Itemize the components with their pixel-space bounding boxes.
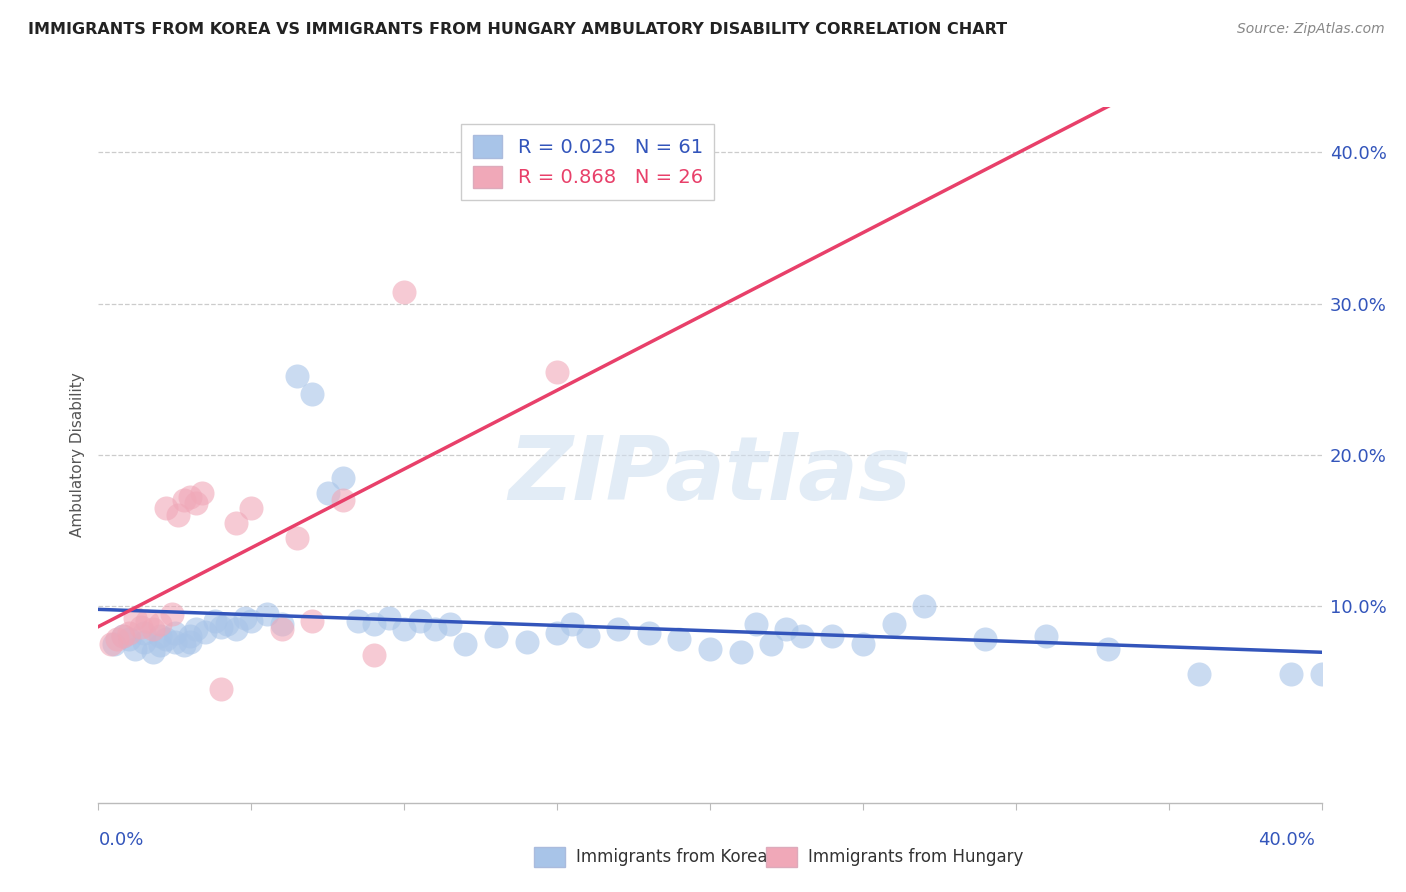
Point <box>118 626 141 640</box>
Point <box>423 622 446 636</box>
Point <box>191 485 214 500</box>
Point <box>179 635 201 649</box>
Point <box>347 615 370 629</box>
Point <box>173 493 195 508</box>
Point <box>256 607 278 621</box>
Point <box>160 607 183 621</box>
Point <box>100 637 122 651</box>
Legend: R = 0.025   N = 61, R = 0.868   N = 26: R = 0.025 N = 61, R = 0.868 N = 26 <box>461 124 714 200</box>
Point <box>561 617 583 632</box>
Point <box>301 615 323 629</box>
Point <box>149 617 172 632</box>
Point <box>105 632 128 647</box>
Point <box>209 682 232 697</box>
Point <box>285 369 308 384</box>
Point <box>118 632 141 647</box>
Text: 0.0%: 0.0% <box>98 831 143 849</box>
Point <box>155 632 177 647</box>
Point <box>485 629 508 643</box>
Point <box>730 644 752 658</box>
Text: IMMIGRANTS FROM KOREA VS IMMIGRANTS FROM HUNGARY AMBULATORY DISABILITY CORRELATI: IMMIGRANTS FROM KOREA VS IMMIGRANTS FROM… <box>28 22 1007 37</box>
Point <box>111 629 134 643</box>
Point <box>167 508 190 523</box>
Point <box>285 531 308 545</box>
Point <box>332 470 354 484</box>
Point <box>163 626 186 640</box>
Point <box>1035 629 1057 643</box>
Point <box>163 635 186 649</box>
Point <box>668 632 690 647</box>
Point <box>225 622 247 636</box>
Point <box>194 624 217 639</box>
Point <box>546 365 568 379</box>
Point <box>1097 641 1119 656</box>
Point <box>912 599 935 614</box>
Point <box>607 622 630 636</box>
Text: Immigrants from Korea: Immigrants from Korea <box>576 848 768 866</box>
Y-axis label: Ambulatory Disability: Ambulatory Disability <box>69 373 84 537</box>
Point <box>392 622 416 636</box>
Point <box>215 617 238 632</box>
Text: Source: ZipAtlas.com: Source: ZipAtlas.com <box>1237 22 1385 37</box>
Point <box>240 615 263 629</box>
Point <box>134 635 156 649</box>
Point <box>974 632 997 647</box>
Point <box>149 639 172 653</box>
Point <box>134 626 156 640</box>
Point <box>225 516 247 530</box>
Point <box>301 387 323 401</box>
Point <box>1310 667 1333 681</box>
Point <box>546 626 568 640</box>
Point <box>790 629 813 643</box>
Point <box>270 617 292 632</box>
Point <box>316 485 339 500</box>
Point <box>363 617 385 632</box>
Point <box>186 622 208 636</box>
Point <box>173 639 195 653</box>
Point <box>576 629 599 643</box>
Point <box>111 629 134 643</box>
Point <box>204 615 226 629</box>
Point <box>775 622 797 636</box>
Text: Immigrants from Hungary: Immigrants from Hungary <box>808 848 1024 866</box>
Point <box>179 629 201 643</box>
Point <box>129 620 152 634</box>
Point <box>136 615 159 629</box>
Point <box>142 644 165 658</box>
Point <box>1279 667 1302 681</box>
Point <box>103 637 125 651</box>
Point <box>699 641 721 656</box>
Point <box>155 500 177 515</box>
Point <box>378 611 401 625</box>
Point <box>270 622 292 636</box>
Point <box>332 493 354 508</box>
Point <box>852 637 875 651</box>
Point <box>142 622 165 636</box>
Point <box>883 617 905 632</box>
Point <box>637 626 661 640</box>
Point <box>392 285 416 299</box>
Point <box>209 620 232 634</box>
Point <box>821 629 844 643</box>
Text: 40.0%: 40.0% <box>1258 831 1315 849</box>
Text: ZIPatlas: ZIPatlas <box>509 433 911 519</box>
Point <box>240 500 263 515</box>
Point <box>186 496 208 510</box>
Point <box>759 637 782 651</box>
Point <box>745 617 768 632</box>
Point <box>124 641 146 656</box>
Point <box>408 615 430 629</box>
Point <box>124 611 146 625</box>
Point <box>454 637 477 651</box>
Point <box>439 617 461 632</box>
Point <box>1188 667 1211 681</box>
Point <box>233 611 256 625</box>
Point <box>363 648 385 662</box>
Point <box>149 629 172 643</box>
Point <box>516 635 538 649</box>
Point <box>179 490 201 504</box>
